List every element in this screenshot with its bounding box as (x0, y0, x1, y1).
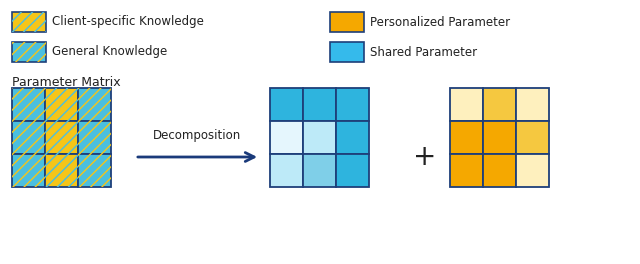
Bar (12, 154, 45, 187)
Text: Personalized Parameter: Personalized Parameter (370, 16, 510, 29)
Bar (45, 88, 78, 121)
Bar (270, 154, 303, 187)
Text: General Knowledge: General Knowledge (52, 45, 167, 59)
Bar (483, 154, 516, 187)
Bar (78, 121, 111, 154)
Bar (12, 42, 46, 62)
Bar (516, 154, 549, 187)
Bar (12, 88, 45, 121)
Bar (45, 121, 78, 154)
Bar (78, 154, 111, 187)
Bar (45, 88, 78, 121)
Text: Decomposition: Decomposition (153, 129, 241, 142)
Bar (336, 154, 369, 187)
Bar (78, 154, 111, 187)
Bar (330, 12, 364, 32)
Bar (303, 88, 336, 121)
Bar (12, 12, 46, 32)
Bar (516, 88, 549, 121)
Bar (450, 154, 483, 187)
Text: Client-specific Knowledge: Client-specific Knowledge (52, 16, 204, 29)
Bar (78, 121, 111, 154)
Bar (78, 88, 111, 121)
Bar (270, 121, 303, 154)
Bar (78, 88, 111, 121)
Bar (450, 88, 483, 121)
Bar (12, 12, 46, 32)
Bar (303, 154, 336, 187)
Bar (12, 121, 45, 154)
Bar (12, 88, 45, 121)
Bar (336, 121, 369, 154)
Text: Parameter Matrix: Parameter Matrix (12, 76, 120, 89)
Bar (45, 154, 78, 187)
Bar (12, 121, 45, 154)
Text: +: + (413, 143, 436, 171)
Bar (330, 42, 364, 62)
Bar (516, 121, 549, 154)
Bar (336, 88, 369, 121)
Bar (450, 121, 483, 154)
Bar (45, 154, 78, 187)
Bar (483, 121, 516, 154)
Bar (270, 88, 303, 121)
Bar (12, 154, 45, 187)
Bar (303, 121, 336, 154)
Bar (483, 88, 516, 121)
Bar (12, 42, 46, 62)
Text: Shared Parameter: Shared Parameter (370, 45, 477, 59)
Bar (45, 121, 78, 154)
